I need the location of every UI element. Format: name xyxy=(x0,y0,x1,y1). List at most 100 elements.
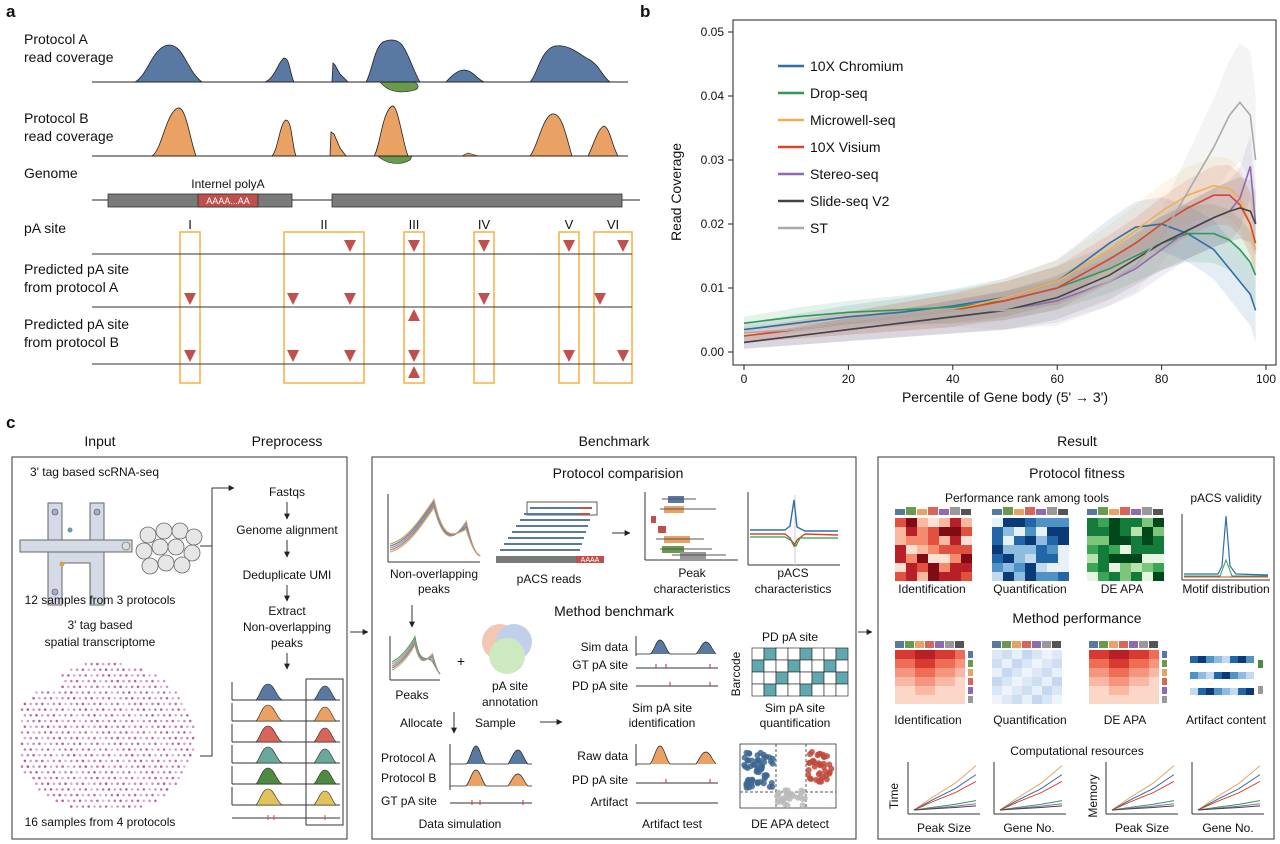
ident-heat-cell xyxy=(895,572,906,581)
x-tick-label-1: 20 xyxy=(842,372,856,386)
quant2-heat-cell xyxy=(1052,668,1062,677)
deapa2-heat-cell xyxy=(1099,659,1109,668)
quant-heat-cell xyxy=(1058,527,1069,536)
quant-heat-cell xyxy=(1058,572,1069,581)
ident-heat-cell xyxy=(961,518,972,527)
ident-heat-cell xyxy=(906,572,917,581)
quant2-heat-cell xyxy=(992,695,1002,704)
ident2-heat-cell xyxy=(915,659,925,668)
peaks-label: Peaks xyxy=(395,688,428,702)
artifact-heat-cell xyxy=(1238,672,1246,679)
quant-heat-cell xyxy=(1047,545,1058,554)
deapa-heat-cell xyxy=(1153,545,1164,554)
x-tick-label-2: 40 xyxy=(946,372,960,386)
artifact-heat-cell xyxy=(1214,656,1222,663)
ident-heat-cell xyxy=(895,536,906,545)
quant-heat-cell xyxy=(1003,536,1014,545)
y-tick-label-1: 0.01 xyxy=(701,281,725,295)
input-to-preprocess-arrow xyxy=(200,485,235,547)
quant-heat-cell xyxy=(992,536,1003,545)
sim-quant-label-line2: quantification xyxy=(760,716,831,730)
quant-heat-cell xyxy=(1025,536,1036,545)
quant-heat-cell xyxy=(992,572,1003,581)
ident-heat-cell xyxy=(961,545,972,554)
series-band-6 xyxy=(744,42,1256,340)
quant-heat-cell xyxy=(992,518,1003,527)
peak-char-label-line2: characteristics xyxy=(654,582,731,596)
series-band-4 xyxy=(744,135,1256,349)
quant2-heat-cell xyxy=(1052,677,1062,686)
artifact-heat-cell xyxy=(1238,656,1246,663)
de-apa-label: DE APA xyxy=(1101,582,1143,596)
ident-heat-cell xyxy=(950,554,961,563)
series-line-6 xyxy=(743,101,1257,334)
ident-heat-cell xyxy=(961,536,972,545)
ident2-heat-cell xyxy=(905,677,915,686)
step-alignment: Genome alignment xyxy=(236,523,338,537)
deapa-heat-cell xyxy=(1109,563,1120,572)
ident-heat-cell xyxy=(895,554,906,563)
de-apa-detect-label: DE APA detect xyxy=(751,817,829,831)
quant2-heat-cell xyxy=(1052,650,1062,659)
deapa-heat-cell xyxy=(1087,563,1098,572)
nonoverlapping-peaks-overlay xyxy=(387,494,481,563)
deapa-heat-cell xyxy=(1087,518,1098,527)
quant-heat-cell xyxy=(1036,545,1047,554)
deapa2-heat-cell xyxy=(1139,659,1149,668)
deapa-heat-cell xyxy=(1098,527,1109,536)
peak-boxplot-icon xyxy=(644,492,738,561)
input-preprocess-box xyxy=(11,456,348,840)
quant2-heat-cell xyxy=(1022,668,1032,677)
artifact-heat-cell xyxy=(1246,656,1254,663)
series-band-0 xyxy=(744,197,1256,342)
quant2-heat-cell xyxy=(1012,695,1022,704)
sim-protocol-a-label: Protocol A xyxy=(381,751,436,765)
deapa-heat-cell xyxy=(1131,554,1142,563)
site-label-ii: II xyxy=(320,217,327,232)
quant-heat-cell xyxy=(1047,527,1058,536)
peak-a-0 xyxy=(255,683,283,701)
ident-heat-cell xyxy=(950,518,961,527)
input-section: 3' tag based scRNA-seq 12 samples from 3… xyxy=(19,465,203,829)
ident2-heat-cell xyxy=(905,659,915,668)
ident-heat-cell xyxy=(950,572,961,581)
ident-heat-cell xyxy=(917,563,928,572)
site-label-i: I xyxy=(188,217,192,232)
ident-heat-cell xyxy=(917,518,928,527)
deapa2-heat-cell xyxy=(1099,650,1109,659)
deapa2-heat-cell xyxy=(1099,668,1109,677)
deapa-heat-cell xyxy=(1109,536,1120,545)
ident2-heat-cell xyxy=(955,650,965,659)
preprocess-peak-stack xyxy=(231,678,344,826)
quant-heat-cell xyxy=(1036,527,1047,536)
scrna-title: 3' tag based scRNA-seq xyxy=(30,465,159,479)
deapa2-heat-cell xyxy=(1139,686,1149,695)
artifact-heat-cell xyxy=(1206,688,1214,695)
sim-protocol-b-label: Protocol B xyxy=(381,771,436,785)
quant2-heat-cell xyxy=(1032,686,1042,695)
artifact-heat-cell xyxy=(1222,672,1230,679)
quant2-heat-cell xyxy=(1042,695,1052,704)
panel-b: b 0 20 40 60 80 100 0.00 0.01 0.02 0.03 0.04 0.05 Pe… xyxy=(640,2,1277,405)
quant-heat-cell xyxy=(1014,518,1025,527)
series-band-5 xyxy=(744,177,1256,349)
deapa2-heat-cell xyxy=(1119,668,1129,677)
legend-label-0: 10X Chromium xyxy=(810,58,903,74)
quant-heat-cell xyxy=(1014,536,1025,545)
artifact-heat-cell xyxy=(1198,656,1206,663)
quant2-heat-cell xyxy=(1032,668,1042,677)
site-label-iv: IV xyxy=(478,217,491,232)
artifact-heat-cell xyxy=(1206,656,1214,663)
result-section: Protocol fitness Performance rank among … xyxy=(887,465,1270,835)
quant-heat-cell xyxy=(1003,554,1014,563)
quant-heat-cell xyxy=(1058,536,1069,545)
ident-heat-cell xyxy=(939,536,950,545)
ident-heat-cell xyxy=(939,545,950,554)
quant2-heat-cell xyxy=(1002,659,1012,668)
artifact-heat-cell xyxy=(1246,688,1254,695)
quant2-heat-cell xyxy=(1012,677,1022,686)
spatial-title-line1: 3' tag based xyxy=(67,618,132,632)
quant2-heat-cell xyxy=(1002,677,1012,686)
deapa2-heat-cell xyxy=(1129,668,1139,677)
deapa2-heat-cell xyxy=(1139,695,1149,704)
